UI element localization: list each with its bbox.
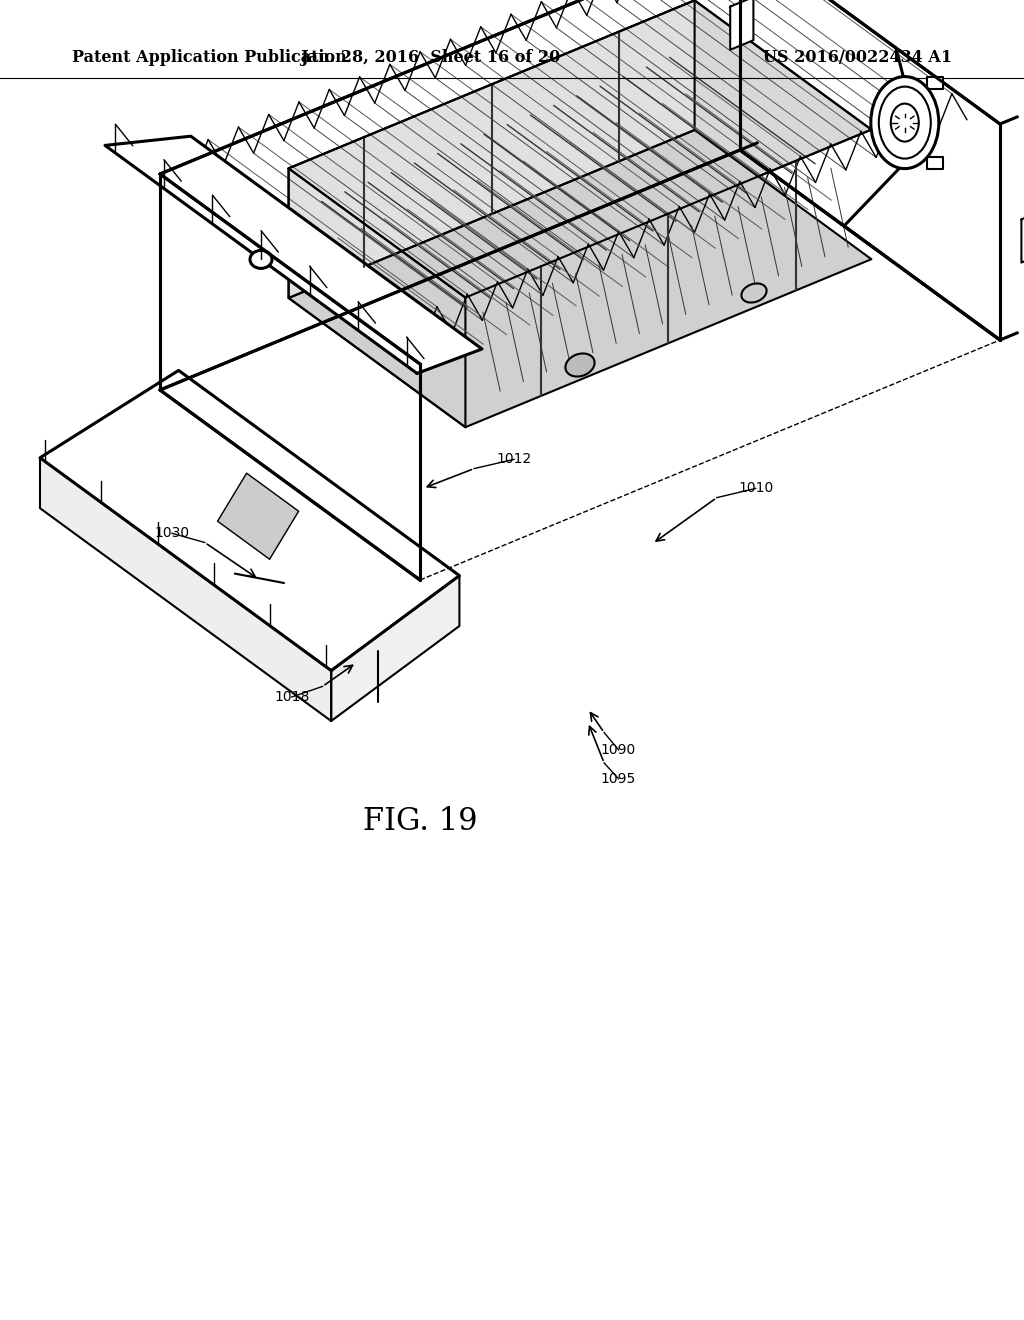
Polygon shape bbox=[927, 157, 943, 169]
Text: 1018: 1018 bbox=[274, 690, 309, 704]
Polygon shape bbox=[289, 0, 694, 298]
Polygon shape bbox=[40, 371, 460, 671]
Text: FIG. 19: FIG. 19 bbox=[362, 805, 477, 837]
Polygon shape bbox=[218, 473, 299, 560]
Text: 1030: 1030 bbox=[155, 527, 189, 540]
Polygon shape bbox=[160, 0, 740, 389]
Polygon shape bbox=[740, 0, 1000, 341]
Text: US 2016/0022434 A1: US 2016/0022434 A1 bbox=[763, 49, 952, 66]
Ellipse shape bbox=[870, 77, 939, 169]
Polygon shape bbox=[331, 576, 460, 721]
Polygon shape bbox=[40, 458, 331, 721]
Polygon shape bbox=[160, 0, 1000, 364]
Ellipse shape bbox=[565, 354, 595, 376]
Polygon shape bbox=[289, 129, 871, 428]
Polygon shape bbox=[160, 0, 1000, 364]
Text: Jan. 28, 2016  Sheet 16 of 20: Jan. 28, 2016 Sheet 16 of 20 bbox=[300, 49, 560, 66]
Ellipse shape bbox=[891, 103, 919, 141]
Ellipse shape bbox=[250, 251, 272, 268]
Ellipse shape bbox=[879, 87, 931, 158]
Polygon shape bbox=[160, 174, 420, 579]
Polygon shape bbox=[289, 0, 871, 297]
Text: 1010: 1010 bbox=[738, 482, 773, 495]
Ellipse shape bbox=[741, 284, 767, 302]
Polygon shape bbox=[927, 77, 943, 88]
Polygon shape bbox=[160, 0, 740, 389]
Text: 1090: 1090 bbox=[601, 743, 636, 756]
Polygon shape bbox=[289, 169, 465, 428]
Text: 1012: 1012 bbox=[497, 453, 531, 466]
Polygon shape bbox=[1021, 210, 1024, 263]
Text: 1095: 1095 bbox=[601, 772, 636, 785]
Text: Patent Application Publication: Patent Application Publication bbox=[72, 49, 347, 66]
Polygon shape bbox=[730, 0, 754, 50]
Polygon shape bbox=[105, 136, 482, 374]
Polygon shape bbox=[160, 174, 420, 579]
